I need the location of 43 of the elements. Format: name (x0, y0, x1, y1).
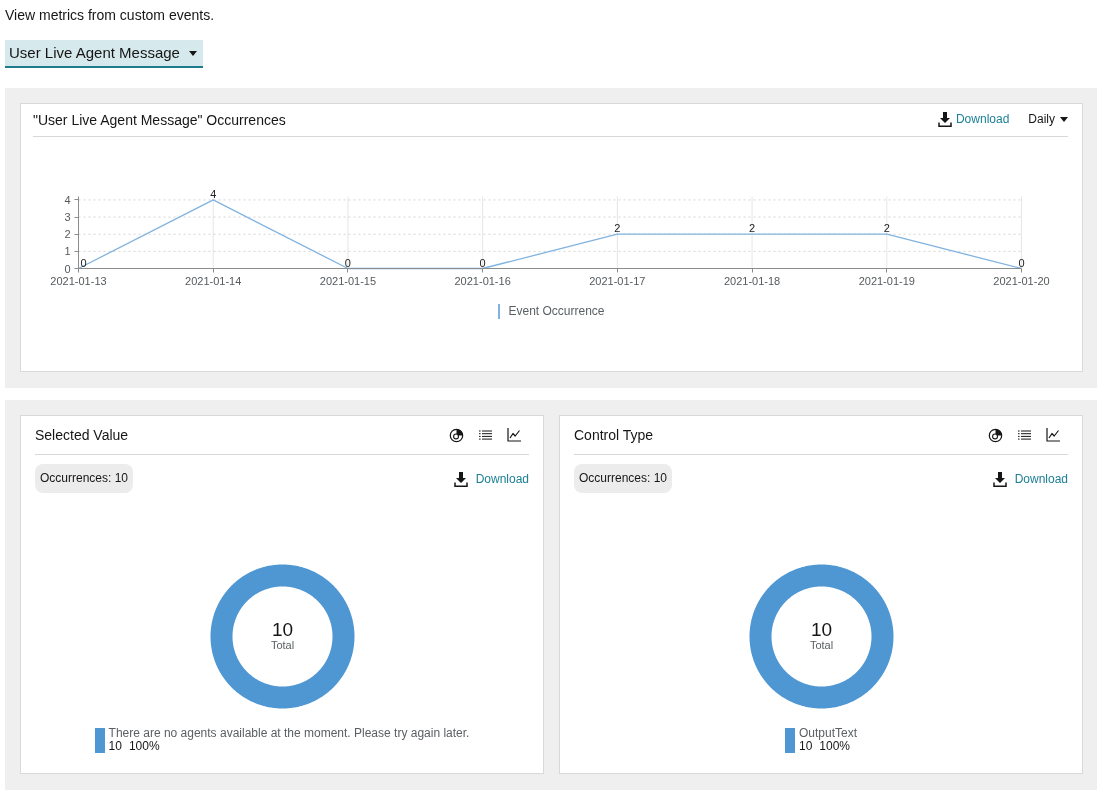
text: View metrics from custom events. (4, 6, 215, 25)
data-label: 4 (210, 187, 217, 200)
y-tick-label: 4 (64, 193, 71, 206)
text: Occurrences: 10 (35, 464, 134, 494)
legend-label: OutputText (798, 726, 858, 740)
x-tick-label: 2021-01-14 (185, 274, 242, 287)
text: Control Type (574, 426, 654, 445)
text: Daily (1028, 111, 1055, 129)
x-tick-label: 2021-01-15 (319, 274, 377, 287)
legend-label: There are no agents available at the moment. Please try again later. (108, 726, 470, 740)
x-tick-label: 2021-01-13 (50, 274, 107, 287)
legend-label: Event Occurrence (508, 303, 605, 320)
data-label: 2 (883, 222, 890, 235)
text: 10 (798, 739, 813, 753)
data-label: 10 (810, 619, 833, 640)
text: Total (809, 638, 834, 651)
text: User Live Agent Message (5, 40, 203, 68)
chart-title: "User Live Agent Message" Occurrences (33, 111, 286, 130)
y-tick-label: 2 (64, 228, 71, 241)
text: Download (1014, 471, 1068, 488)
x-tick-label: 2021-01-17 (589, 274, 646, 287)
x-tick-label: 2021-01-20 (993, 274, 1050, 287)
data-label: 2 (749, 222, 756, 235)
text: 100% (819, 739, 851, 753)
text: Occurrences: 10 (574, 464, 673, 494)
data-label: 0 (344, 256, 351, 269)
data-label: 0 (1018, 256, 1025, 269)
text: Total (270, 638, 295, 651)
text: 10 (108, 739, 122, 753)
chart-title: Selected Value (35, 426, 129, 445)
y-tick-label: 1 (64, 245, 71, 258)
text: 100% (128, 739, 160, 753)
y-tick-label: 3 (64, 211, 71, 224)
data-label: 2 (614, 222, 621, 235)
data-label: 0 (80, 256, 87, 269)
data-label: 0 (479, 256, 486, 269)
text: Download (955, 111, 1010, 129)
x-tick-label: 2021-01-16 (454, 274, 511, 287)
data-label: 10 (271, 619, 294, 640)
x-tick-label: 2021-01-18 (723, 274, 781, 287)
x-tick-label: 2021-01-19 (858, 274, 915, 287)
y-tick-label: 0 (64, 262, 71, 275)
text: Download (475, 471, 529, 488)
